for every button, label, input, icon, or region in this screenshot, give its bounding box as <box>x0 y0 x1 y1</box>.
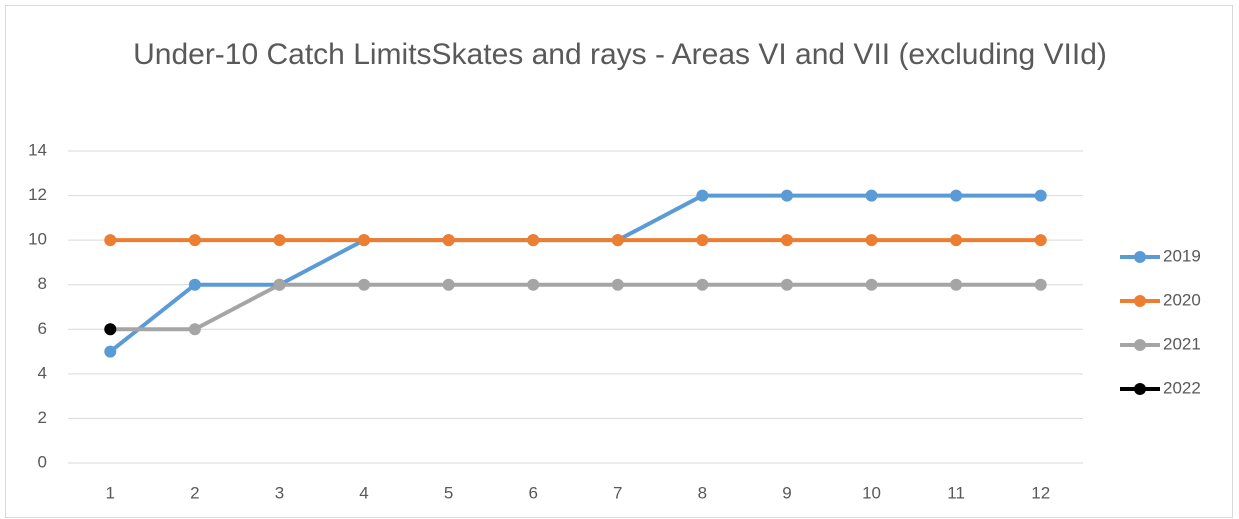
data-point <box>696 278 709 291</box>
data-point <box>950 189 963 202</box>
data-point <box>188 234 201 247</box>
x-tick-label: 3 <box>275 483 284 502</box>
x-tick-label: 2 <box>190 483 199 502</box>
data-point <box>358 278 371 291</box>
y-tick-label: 2 <box>38 408 47 427</box>
data-point <box>780 189 793 202</box>
y-tick-label: 10 <box>28 230 47 249</box>
data-point <box>865 234 878 247</box>
data-point <box>950 278 963 291</box>
data-point <box>188 278 201 291</box>
x-tick-label: 1 <box>106 483 115 502</box>
y-tick-label: 14 <box>28 140 47 159</box>
legend-label: 2021 <box>1163 334 1201 353</box>
data-point <box>611 234 624 247</box>
data-point <box>104 323 117 336</box>
y-tick-label: 12 <box>28 185 47 204</box>
data-point <box>527 234 540 247</box>
data-point <box>442 234 455 247</box>
y-tick-label: 6 <box>38 319 47 338</box>
x-tick-label: 4 <box>359 483 368 502</box>
data-point <box>1034 278 1047 291</box>
legend-label: 2020 <box>1163 290 1201 309</box>
data-point <box>1034 189 1047 202</box>
data-point <box>104 345 117 358</box>
data-point <box>1034 234 1047 247</box>
x-tick-label: 6 <box>528 483 537 502</box>
data-point <box>527 278 540 291</box>
x-tick-label: 7 <box>613 483 622 502</box>
legend-marker <box>1134 295 1146 307</box>
y-tick-label: 4 <box>38 363 47 382</box>
legend-marker <box>1134 251 1146 263</box>
x-tick-label: 12 <box>1031 483 1050 502</box>
data-point <box>780 278 793 291</box>
data-point <box>865 278 878 291</box>
data-point <box>696 234 709 247</box>
x-tick-label: 10 <box>862 483 881 502</box>
x-tick-label: 11 <box>947 483 965 502</box>
data-point <box>273 278 286 291</box>
data-point <box>780 234 793 247</box>
data-point <box>104 234 117 247</box>
data-point <box>358 234 371 247</box>
chart-title: Under-10 Catch LimitsSkates and rays - A… <box>133 38 1107 71</box>
legend-marker <box>1134 383 1146 395</box>
data-point <box>865 189 878 202</box>
data-point <box>273 234 286 247</box>
series-line <box>110 282 1041 332</box>
data-point <box>611 278 624 291</box>
y-tick-label: 8 <box>38 274 47 293</box>
data-point <box>442 278 455 291</box>
data-point <box>696 189 709 202</box>
chart-border <box>5 5 1233 518</box>
legend-label: 2019 <box>1163 246 1201 265</box>
x-tick-label: 5 <box>444 483 453 502</box>
y-tick-label: 0 <box>38 452 47 471</box>
legend-marker <box>1134 339 1146 351</box>
x-tick-label: 8 <box>698 483 707 502</box>
data-point <box>950 234 963 247</box>
data-point <box>188 323 201 336</box>
legend-label: 2022 <box>1163 378 1201 397</box>
x-tick-label: 9 <box>782 483 791 502</box>
